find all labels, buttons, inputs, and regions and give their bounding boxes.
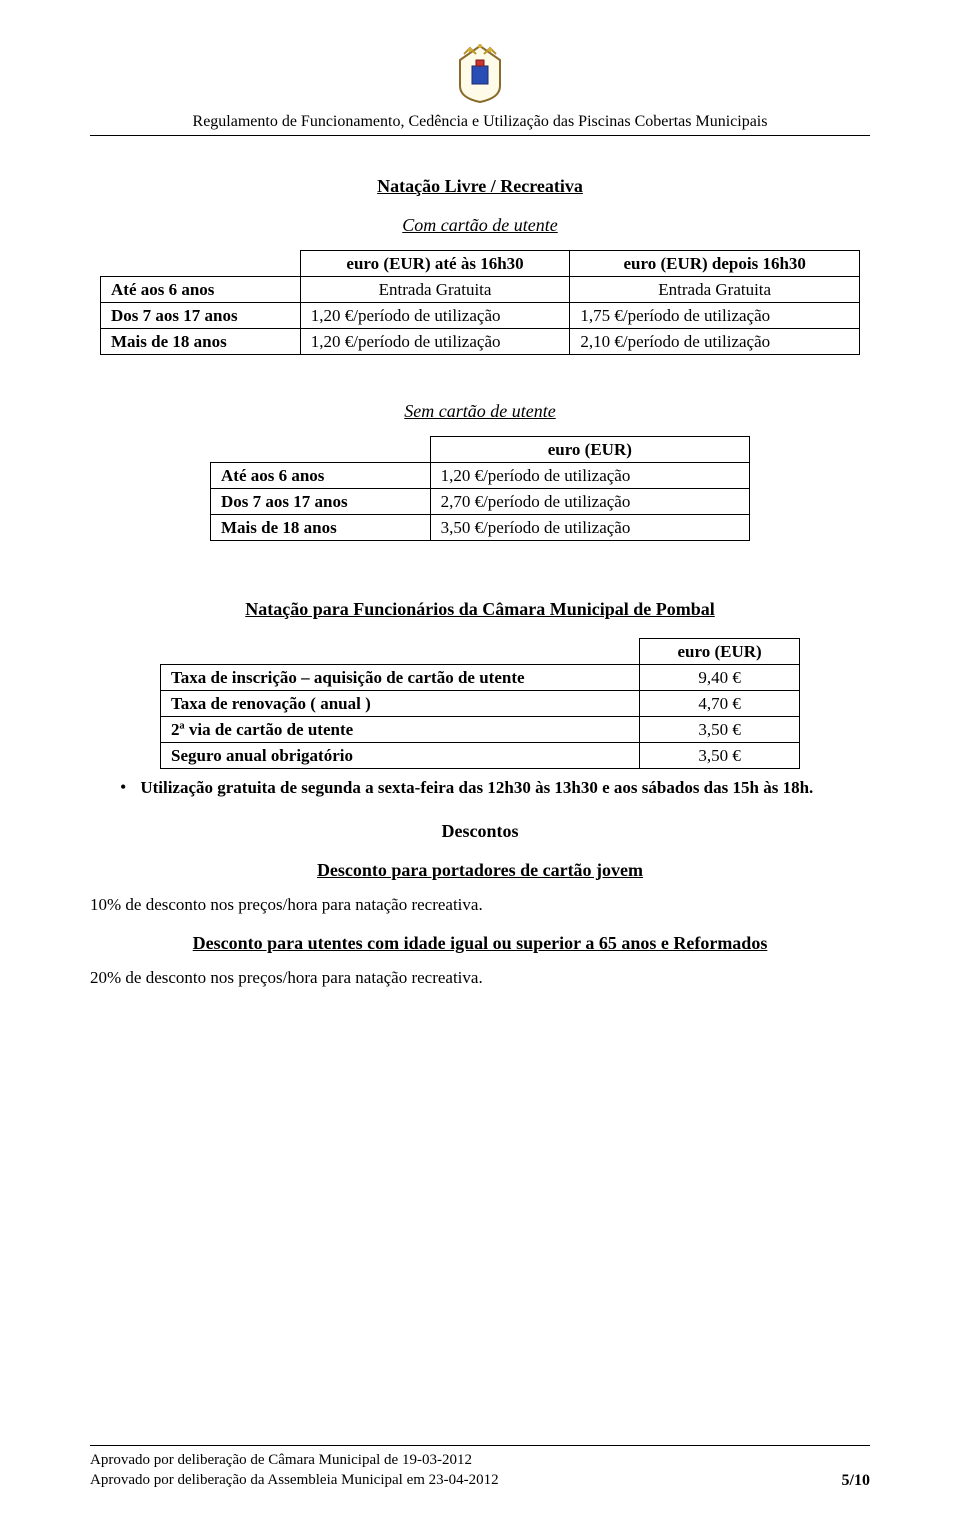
page-number: 5/10 xyxy=(842,1472,870,1490)
footer-line-1: Aprovado por deliberação de Câmara Munic… xyxy=(90,1450,870,1470)
with-card-subtitle: Com cartão de utente xyxy=(90,215,870,236)
table-without-card: euro (EUR) Até aos 6 anos 1,20 €/período… xyxy=(210,436,750,541)
t3-r3-label: Seguro anual obrigatório xyxy=(161,743,640,769)
t1-r1-c1: 1,20 €/período de utilização xyxy=(300,303,570,329)
t1-col2-header: euro (EUR) depois 16h30 xyxy=(570,251,860,277)
table-row: 2ª via de cartão de utente 3,50 € xyxy=(161,717,800,743)
young-card-title: Desconto para portadores de cartão jovem xyxy=(90,860,870,881)
t2-r0-v: 1,20 €/período de utilização xyxy=(430,463,749,489)
footer-rule xyxy=(90,1445,870,1446)
t1-r0-label: Até aos 6 anos xyxy=(101,277,301,303)
t1-r2-label: Mais de 18 anos xyxy=(101,329,301,355)
t2-r1-v: 2,70 €/período de utilização xyxy=(430,489,749,515)
table-row: Até aos 6 anos 1,20 €/período de utiliza… xyxy=(211,463,750,489)
t1-r0-c2: Entrada Gratuita xyxy=(570,277,860,303)
section1-title: Natação Livre / Recreativa xyxy=(90,176,870,197)
t2-r1-label: Dos 7 aos 17 anos xyxy=(211,489,431,515)
table-row: Mais de 18 anos 3,50 €/período de utiliz… xyxy=(211,515,750,541)
t3-col-header: euro (EUR) xyxy=(640,639,800,665)
section2-title: Natação para Funcionários da Câmara Muni… xyxy=(90,599,870,620)
t2-r2-label: Mais de 18 anos xyxy=(211,515,431,541)
t3-r1-label: Taxa de renovação ( anual ) xyxy=(161,691,640,717)
seniors-text: 20% de desconto nos preços/hora para nat… xyxy=(90,968,870,988)
without-card-subtitle: Sem cartão de utente xyxy=(90,401,870,422)
footer: Aprovado por deliberação de Câmara Munic… xyxy=(90,1445,870,1490)
table-row: Dos 7 aos 17 anos 1,20 €/período de util… xyxy=(101,303,860,329)
t1-col1-header: euro (EUR) até às 16h30 xyxy=(300,251,570,277)
t2-r0-label: Até aos 6 anos xyxy=(211,463,431,489)
table-row: Seguro anual obrigatório 3,50 € xyxy=(161,743,800,769)
t3-r0-label: Taxa de inscrição – aquisição de cartão … xyxy=(161,665,640,691)
t2-col-header: euro (EUR) xyxy=(430,437,749,463)
t2-r2-v: 3,50 €/período de utilização xyxy=(430,515,749,541)
t3-r2-v: 3,50 € xyxy=(640,717,800,743)
discounts-title: Descontos xyxy=(90,821,870,842)
header-title: Regulamento de Funcionamento, Cedência e… xyxy=(90,113,870,135)
t1-r2-c2: 2,10 €/período de utilização xyxy=(570,329,860,355)
free-use-bullet: • Utilização gratuita de segunda a sexta… xyxy=(120,777,870,799)
footer-line-2: Aprovado por deliberação da Assembleia M… xyxy=(90,1470,870,1490)
table-row: Taxa de renovação ( anual ) 4,70 € xyxy=(161,691,800,717)
table-employees: euro (EUR) Taxa de inscrição – aquisição… xyxy=(160,638,800,769)
t1-r0-c1: Entrada Gratuita xyxy=(300,277,570,303)
seniors-title: Desconto para utentes com idade igual ou… xyxy=(90,933,870,954)
t3-r1-v: 4,70 € xyxy=(640,691,800,717)
table-with-card: euro (EUR) até às 16h30 euro (EUR) depoi… xyxy=(100,250,860,355)
bullet-icon: • xyxy=(120,777,126,799)
table-row: Até aos 6 anos Entrada Gratuita Entrada … xyxy=(101,277,860,303)
young-card-text: 10% de desconto nos preços/hora para nat… xyxy=(90,895,870,915)
t1-r2-c1: 1,20 €/período de utilização xyxy=(300,329,570,355)
table-row: Mais de 18 anos 1,20 €/período de utiliz… xyxy=(101,329,860,355)
t3-r3-v: 3,50 € xyxy=(640,743,800,769)
table-row: Taxa de inscrição – aquisição de cartão … xyxy=(161,665,800,691)
table-row: Dos 7 aos 17 anos 2,70 €/período de util… xyxy=(211,489,750,515)
t3-r0-v: 9,40 € xyxy=(640,665,800,691)
header-rule xyxy=(90,135,870,136)
header-crest xyxy=(90,40,870,109)
t3-r2-label: 2ª via de cartão de utente xyxy=(161,717,640,743)
t1-r1-label: Dos 7 aos 17 anos xyxy=(101,303,301,329)
bullet-text: Utilização gratuita de segunda a sexta-f… xyxy=(140,777,813,799)
t1-r1-c2: 1,75 €/período de utilização xyxy=(570,303,860,329)
